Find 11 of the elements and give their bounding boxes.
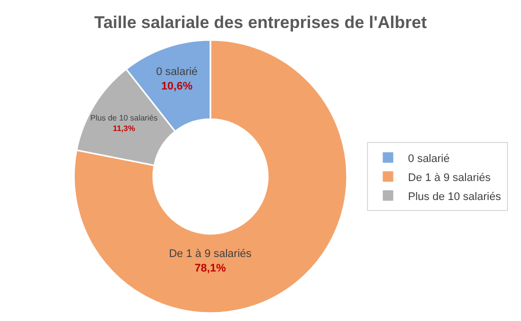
legend-label: 0 salarié bbox=[408, 152, 450, 165]
slice-label: Plus de 10 salariés bbox=[90, 114, 158, 123]
data-label: 10,6% bbox=[161, 80, 193, 92]
slice-label: 0 salarié bbox=[156, 66, 198, 78]
data-label: 11,3% bbox=[112, 124, 136, 133]
chart-title: Taille salariale des entreprises de l'Albret bbox=[94, 12, 428, 32]
data-label: 78,1% bbox=[194, 262, 226, 274]
slice-label: De 1 à 9 salariés bbox=[168, 248, 252, 260]
legend-label: Plus de 10 salariés bbox=[408, 190, 502, 203]
legend-label: De 1 à 9 salariés bbox=[408, 172, 492, 184]
donut-slice bbox=[74, 39, 348, 314]
